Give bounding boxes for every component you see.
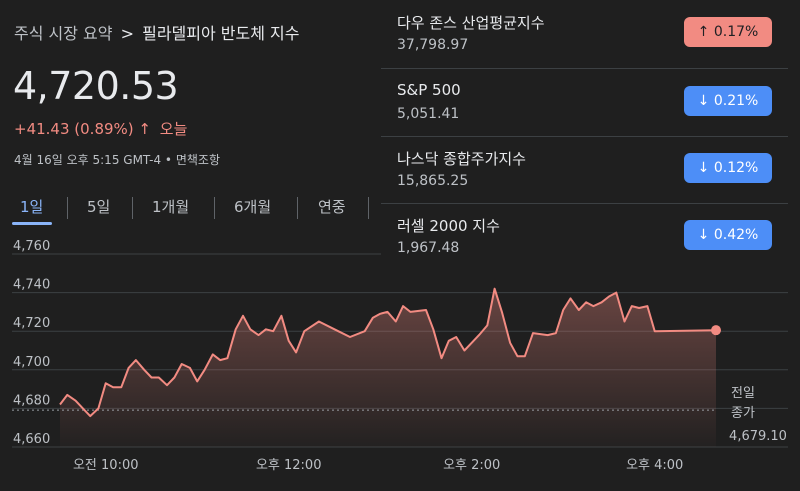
x-tick-label: 오전 10:00 [73, 458, 139, 473]
tab-6-month[interactable]: 6개월 [234, 198, 272, 216]
x-tick-label: 오후 12:00 [256, 458, 322, 473]
index-divider [381, 136, 788, 137]
current-price: 4,720.53 [13, 64, 179, 108]
tab-1-month[interactable]: 1개월 [152, 198, 190, 216]
x-tick-label: 오후 4:00 [626, 458, 683, 473]
y-tick-label: 4,680 [13, 393, 50, 408]
index-value: 1,967.48 [397, 240, 460, 256]
index-value: 15,865.25 [397, 173, 469, 189]
range-tabs: 1일 5일 1개월 6개월 연중 [0, 190, 380, 225]
timestamp-disclaimer: 4월 16일 오후 5:15 GMT-4 • 면책조항 [14, 153, 220, 167]
index-change-badge: ↓ 0.42% [684, 220, 772, 250]
index-name: 러셀 2000 지수 [397, 217, 500, 235]
active-tab-indicator [12, 222, 52, 225]
index-value: 37,798.97 [397, 37, 469, 53]
tab-ytd[interactable]: 연중 [318, 198, 346, 216]
price-line [59, 287, 717, 418]
index-value: 5,051.41 [397, 106, 460, 122]
index-row[interactable]: 나스닥 종합주가지수 15,865.25 ↓ 0.12% [381, 136, 788, 202]
change-period: 오늘 [159, 120, 188, 138]
tab-divider [297, 197, 298, 219]
breadcrumb: 주식 시장 요약 > 필라델피아 반도체 지수 [14, 20, 299, 44]
index-divider [381, 203, 788, 204]
tab-divider [368, 197, 369, 219]
x-tick-label: 오후 2:00 [443, 458, 500, 473]
intraday-chart[interactable]: 4,760 4,740 4,720 4,700 4,680 4,660 오전 10:00 오… [0, 230, 800, 491]
index-change-badge: ↑ 0.17% [684, 17, 772, 47]
price-area-fill [60, 288, 716, 447]
index-row[interactable]: 다우 존스 산업평균지수 37,798.97 ↑ 0.17% [381, 0, 788, 66]
arrow-up-icon: ↑ [138, 120, 151, 138]
price-change: +41.43 (0.89%) ↑ 오늘 [14, 118, 187, 139]
breadcrumb-parent-link[interactable]: 주식 시장 요약 [14, 24, 113, 43]
last-price-dot [711, 325, 721, 336]
index-change-badge: ↓ 0.12% [684, 153, 772, 183]
breadcrumb-current: 필라델피아 반도체 지수 [142, 24, 300, 43]
market-indices-panel: 다우 존스 산업평균지수 37,798.97 ↑ 0.17% S&P 500 5… [381, 0, 788, 256]
tab-divider [214, 197, 215, 219]
tab-divider [132, 197, 133, 219]
breadcrumb-separator: > [120, 24, 134, 43]
previous-close-text: 4,679.10 [729, 429, 787, 444]
y-tick-label: 4,740 [13, 278, 50, 293]
index-row[interactable]: S&P 500 5,051.41 ↓ 0.21% [381, 69, 788, 135]
tab-5-day[interactable]: 5일 [87, 198, 111, 216]
y-tick-label: 4,660 [13, 432, 50, 447]
tab-1-day[interactable]: 1일 [20, 198, 44, 216]
index-change-badge: ↓ 0.21% [684, 86, 772, 116]
y-tick-label: 4,760 [13, 239, 50, 254]
y-tick-label: 4,720 [13, 316, 50, 331]
index-divider [381, 68, 788, 69]
previous-close-text: 전일 [731, 386, 755, 401]
y-tick-label: 4,700 [13, 355, 50, 370]
index-name: S&P 500 [397, 81, 461, 99]
tab-divider [67, 197, 68, 219]
price-change-value: +41.43 (0.89%) [14, 120, 134, 138]
index-name: 다우 존스 산업평균지수 [397, 14, 545, 32]
previous-close-text: 종가 [731, 406, 755, 421]
index-name: 나스닥 종합주가지수 [397, 150, 526, 168]
index-row[interactable]: 러셀 2000 지수 1,967.48 ↓ 0.42% [381, 203, 788, 269]
